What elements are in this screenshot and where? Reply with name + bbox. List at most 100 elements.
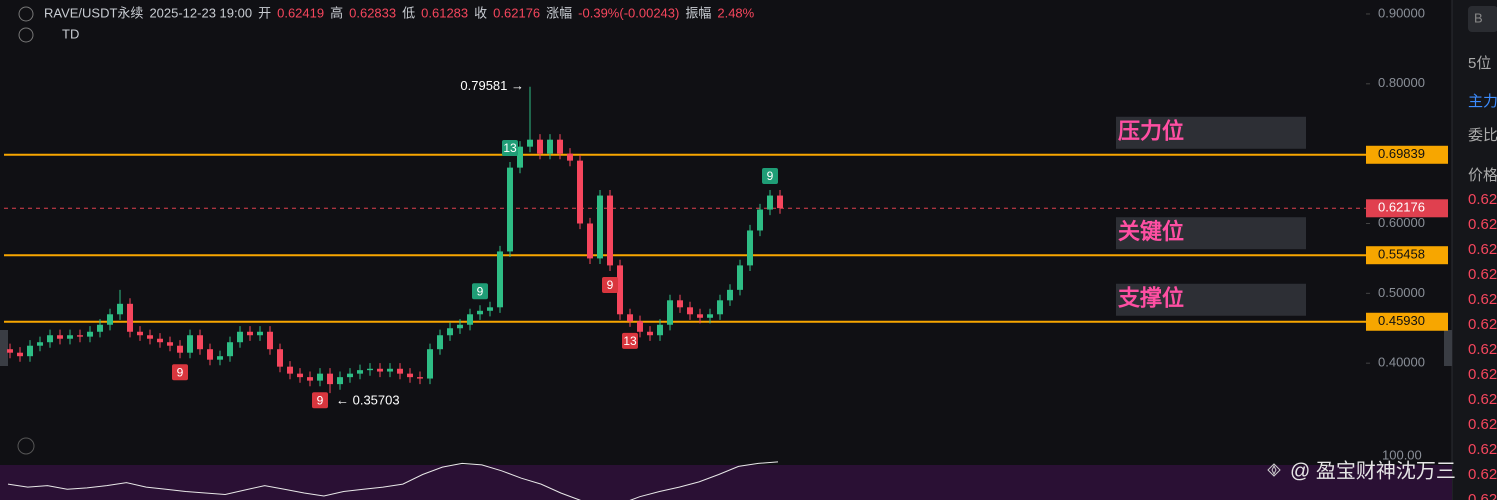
candle-body bbox=[747, 230, 753, 266]
side-price: 0.62 bbox=[1468, 341, 1497, 358]
zone-box bbox=[1116, 217, 1306, 250]
candle-body bbox=[687, 307, 693, 315]
side-price: 0.62 bbox=[1468, 191, 1497, 208]
header-text: 0.62176 bbox=[493, 5, 540, 20]
price-annotation: 0.79581 → bbox=[460, 78, 524, 93]
header-text: 收 bbox=[474, 5, 487, 20]
left-handle[interactable] bbox=[0, 330, 8, 366]
candle-body bbox=[617, 265, 623, 315]
level-tag bbox=[1366, 312, 1448, 331]
candle-body bbox=[557, 139, 563, 154]
candle-body bbox=[577, 160, 583, 224]
td-mark bbox=[312, 392, 328, 409]
candle-body bbox=[237, 331, 243, 343]
side-price: 0.62 bbox=[1468, 391, 1497, 408]
header-text: 0.62419 bbox=[277, 5, 324, 20]
candle-body bbox=[227, 342, 233, 357]
candle-body bbox=[37, 342, 43, 346]
candle-body bbox=[7, 349, 13, 353]
collapse-icon[interactable] bbox=[18, 27, 34, 43]
td-mark bbox=[502, 140, 518, 157]
watermark-icon bbox=[1267, 463, 1281, 477]
td-mark bbox=[622, 332, 638, 349]
candle-body bbox=[337, 377, 343, 385]
side-price: 0.62 bbox=[1468, 316, 1497, 333]
candle-body bbox=[467, 314, 473, 325]
side-price: 0.62 bbox=[1468, 266, 1497, 283]
candle-body bbox=[587, 223, 593, 259]
candle-body bbox=[277, 349, 283, 367]
level-label: 0.69839 bbox=[1378, 146, 1425, 161]
header-text: -0.39%(-0.00243) bbox=[578, 5, 679, 20]
td-label: 9 bbox=[317, 393, 324, 407]
candle-body bbox=[537, 139, 543, 154]
scroll-button[interactable] bbox=[17, 437, 35, 455]
side-row: 5位 bbox=[1468, 55, 1491, 72]
right-handle[interactable] bbox=[1444, 330, 1452, 366]
candle-body bbox=[387, 368, 393, 372]
candle-body bbox=[47, 335, 53, 343]
side-panel bbox=[1452, 0, 1497, 500]
level-tag bbox=[1366, 246, 1448, 265]
side-row: 价格 bbox=[1468, 167, 1497, 184]
candle-body bbox=[97, 324, 103, 332]
candle-body bbox=[437, 335, 443, 350]
candle-body bbox=[447, 328, 453, 336]
header-text: 0.62833 bbox=[349, 5, 396, 20]
level-label: 0.55458 bbox=[1378, 247, 1425, 262]
current-tag bbox=[1366, 199, 1448, 218]
header-text: 0.61283 bbox=[421, 5, 468, 20]
price-annotation: ← 0.35703 bbox=[336, 393, 400, 408]
candle-body bbox=[347, 373, 353, 378]
collapse-icon[interactable] bbox=[18, 6, 34, 22]
y-tick-label: 0.80000 bbox=[1378, 75, 1425, 90]
candle-body bbox=[657, 324, 663, 336]
candle-body bbox=[607, 195, 613, 266]
candle-body bbox=[517, 146, 523, 168]
candle-body bbox=[157, 338, 163, 343]
candle-body bbox=[367, 368, 373, 371]
candle-body bbox=[287, 366, 293, 374]
td-label: 9 bbox=[607, 278, 614, 292]
candle-body bbox=[697, 314, 703, 318]
candle-body bbox=[547, 139, 553, 154]
candle-body bbox=[267, 331, 273, 350]
header-text: 高 bbox=[330, 5, 343, 20]
candle-body bbox=[17, 352, 23, 357]
td-label: 13 bbox=[503, 141, 517, 155]
side-row: 委比 bbox=[1468, 127, 1497, 144]
candle-body bbox=[737, 265, 743, 290]
candle-body bbox=[177, 345, 183, 353]
candle-body bbox=[217, 356, 223, 360]
header-text: 涨幅 bbox=[546, 5, 572, 20]
candle-body bbox=[247, 331, 253, 336]
candle-body bbox=[627, 314, 633, 322]
zone-label: 关键位 bbox=[1118, 219, 1184, 244]
zone-box bbox=[1116, 116, 1306, 149]
candle-body bbox=[197, 335, 203, 350]
candle-body bbox=[77, 335, 83, 337]
candle-body bbox=[107, 314, 113, 325]
candle-body bbox=[647, 331, 653, 336]
candle-body bbox=[717, 300, 723, 315]
candle-body bbox=[767, 195, 773, 210]
rsi-line bbox=[7, 461, 779, 500]
candle-body bbox=[307, 377, 313, 381]
td-mark bbox=[602, 276, 618, 293]
candle-body bbox=[187, 335, 193, 353]
header-text: 2.48% bbox=[717, 5, 754, 20]
td-label: 13 bbox=[623, 334, 637, 348]
side-price: 0.62 bbox=[1468, 216, 1497, 233]
candle-body bbox=[297, 373, 303, 378]
side-button bbox=[1468, 6, 1497, 32]
candle-body bbox=[167, 342, 173, 346]
header-text: 低 bbox=[402, 5, 415, 20]
header-text: RAVE/USDT永续 bbox=[44, 5, 143, 20]
side-row: 主力 bbox=[1468, 93, 1497, 110]
candle-body bbox=[497, 251, 503, 308]
candle-body bbox=[527, 139, 533, 147]
rsi-band bbox=[0, 465, 1452, 500]
candle-body bbox=[677, 300, 683, 308]
candle-body bbox=[707, 314, 713, 318]
